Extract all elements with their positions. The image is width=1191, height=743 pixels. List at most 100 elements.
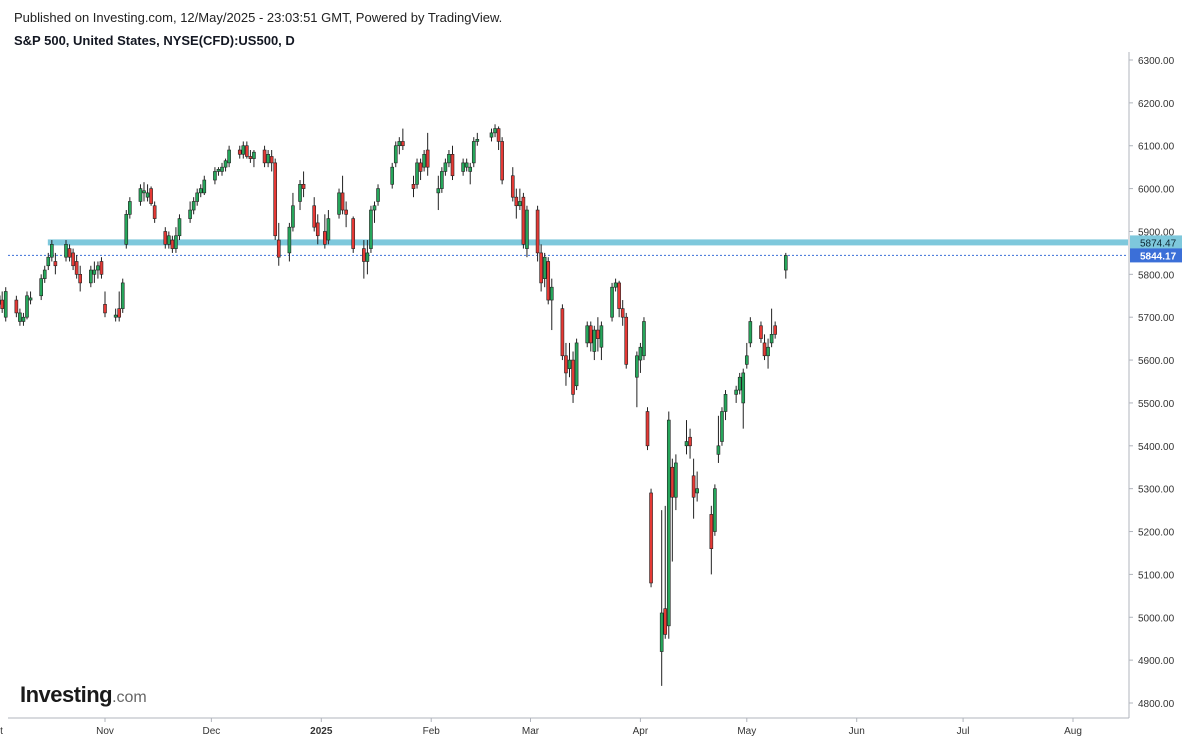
chart-header: Published on Investing.com, 12/May/2025 …	[14, 9, 502, 49]
y-tick-label: 6000.00	[1138, 185, 1175, 196]
candle-body	[198, 188, 203, 194]
candle-body	[245, 145, 249, 157]
candle-body	[92, 269, 97, 275]
candle-body	[518, 201, 522, 207]
candle-body	[276, 239, 281, 258]
candle-body	[443, 162, 448, 172]
symbol-title: S&P 500, United States, NYSE(CFD):US500,…	[14, 33, 295, 48]
candle-body	[369, 209, 373, 249]
candle-body	[273, 162, 278, 237]
y-tick-label: 6100.00	[1138, 142, 1175, 153]
x-tick-label: Jul	[957, 726, 970, 737]
candle-body	[202, 179, 207, 194]
resistance-price-label: 5874.47	[1140, 238, 1177, 249]
y-tick-label: 5900.00	[1138, 227, 1175, 238]
candle-body	[252, 151, 256, 159]
y-tick-label: 5100.00	[1138, 570, 1175, 581]
y-tick-label: 5700.00	[1138, 313, 1175, 324]
candle-body	[620, 308, 625, 318]
candle-body	[337, 192, 341, 215]
candle-body	[213, 171, 217, 181]
y-tick-label: 5000.00	[1138, 613, 1175, 624]
candle-body	[436, 188, 441, 194]
candle-body	[599, 325, 604, 348]
candle-body	[447, 154, 451, 164]
candle-body	[39, 278, 43, 297]
candle-body	[266, 154, 270, 164]
candle-body	[120, 282, 125, 309]
candle-body	[549, 286, 554, 301]
candle-body	[241, 145, 246, 155]
candle-body	[418, 162, 423, 172]
candle-body	[18, 312, 22, 322]
candle-body	[688, 436, 692, 447]
candle-body	[596, 329, 600, 339]
candle-body	[262, 149, 267, 164]
candle-body	[659, 612, 664, 652]
candle-body	[723, 394, 728, 412]
candle-body	[411, 184, 416, 189]
x-tick-label: Feb	[423, 726, 441, 737]
candle-body	[734, 389, 738, 395]
candle-body	[301, 184, 306, 189]
candle-body	[422, 154, 426, 168]
candle-body	[28, 297, 33, 301]
candle-body	[574, 342, 579, 387]
candle-body	[372, 205, 377, 211]
y-tick-label: 5600.00	[1138, 356, 1175, 367]
y-tick-label: 4800.00	[1138, 699, 1175, 710]
candle-body	[635, 355, 639, 378]
candle-body	[340, 192, 345, 211]
candle-body	[592, 329, 597, 352]
candle-body	[475, 139, 480, 142]
candle-body	[74, 261, 79, 275]
candle-body	[89, 269, 93, 284]
candle-body	[613, 282, 618, 288]
candle-body	[585, 325, 590, 344]
candle-body	[514, 196, 519, 207]
y-tick-label: 5500.00	[1138, 399, 1175, 410]
candle-body	[167, 235, 171, 245]
candle-body	[571, 359, 575, 395]
candle-body	[489, 132, 494, 138]
candle-body	[535, 209, 540, 254]
candle-body	[642, 321, 646, 357]
candle-body	[64, 244, 68, 258]
candle-body	[117, 308, 121, 318]
candle-body	[783, 255, 788, 271]
candle-body	[103, 304, 107, 314]
candle-body	[617, 282, 621, 309]
x-tick-label: Oct	[0, 726, 3, 737]
candle-body	[684, 441, 689, 447]
candle-body	[25, 295, 29, 318]
x-tick-label: Jun	[849, 726, 865, 737]
candle-body	[666, 419, 671, 627]
candle-body	[748, 321, 753, 344]
candle-body	[315, 222, 320, 237]
candle-body	[53, 261, 58, 267]
candle-body	[124, 214, 129, 245]
candle-body	[461, 162, 465, 172]
candle-body	[50, 244, 54, 258]
x-tick-label: May	[737, 726, 756, 737]
candle-body	[67, 248, 72, 258]
resistance-band	[47, 239, 1129, 246]
candle-body	[138, 188, 143, 202]
candle-body	[78, 274, 82, 284]
candle-body	[96, 265, 100, 271]
candle-body	[287, 226, 292, 254]
candle-body	[564, 355, 568, 374]
candle-body	[546, 261, 551, 301]
candle-body	[216, 169, 221, 172]
candle-body	[741, 372, 746, 404]
y-tick-label: 6300.00	[1138, 56, 1175, 67]
candle-body	[362, 248, 366, 262]
x-tick-label: 2025	[310, 726, 333, 737]
candle-body	[397, 141, 402, 147]
candle-body	[344, 209, 348, 215]
resistance-price-box	[1130, 235, 1182, 250]
candle-body	[298, 184, 302, 202]
candle-body	[762, 342, 767, 357]
candle-body	[128, 201, 132, 215]
